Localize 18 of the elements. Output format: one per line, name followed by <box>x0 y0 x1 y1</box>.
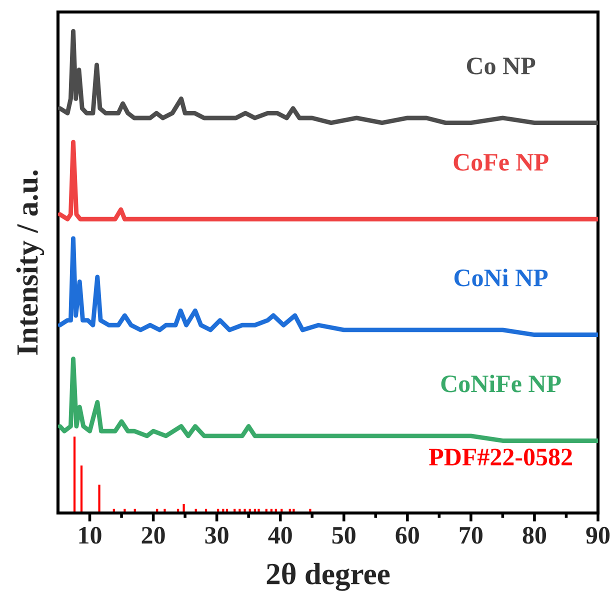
x-tick-label: 60 <box>396 526 419 544</box>
x-tick-label: 50 <box>332 526 356 544</box>
x-tick-label: 90 <box>586 526 610 544</box>
series-label: CoNi NP <box>454 268 548 286</box>
x-tick-label: 30 <box>205 526 228 544</box>
x-tick-label: 80 <box>522 526 546 544</box>
x-tick-label: 70 <box>460 526 482 544</box>
y-axis-title: Intensity / a.u. <box>16 170 44 355</box>
series-label: Co NP <box>466 58 536 74</box>
series-label: CoNiFe NP <box>441 374 561 392</box>
bar <box>79 464 84 513</box>
text: PDF#22-0582 <box>429 448 572 466</box>
x-axis-title: 2θ degree <box>266 562 390 591</box>
x-tick-label: 40 <box>268 526 292 544</box>
bar <box>72 435 77 513</box>
x-tick-label: 20 <box>142 526 165 544</box>
series-label: CoFe NP <box>454 154 548 171</box>
x-tick-label: 10 <box>79 526 102 544</box>
